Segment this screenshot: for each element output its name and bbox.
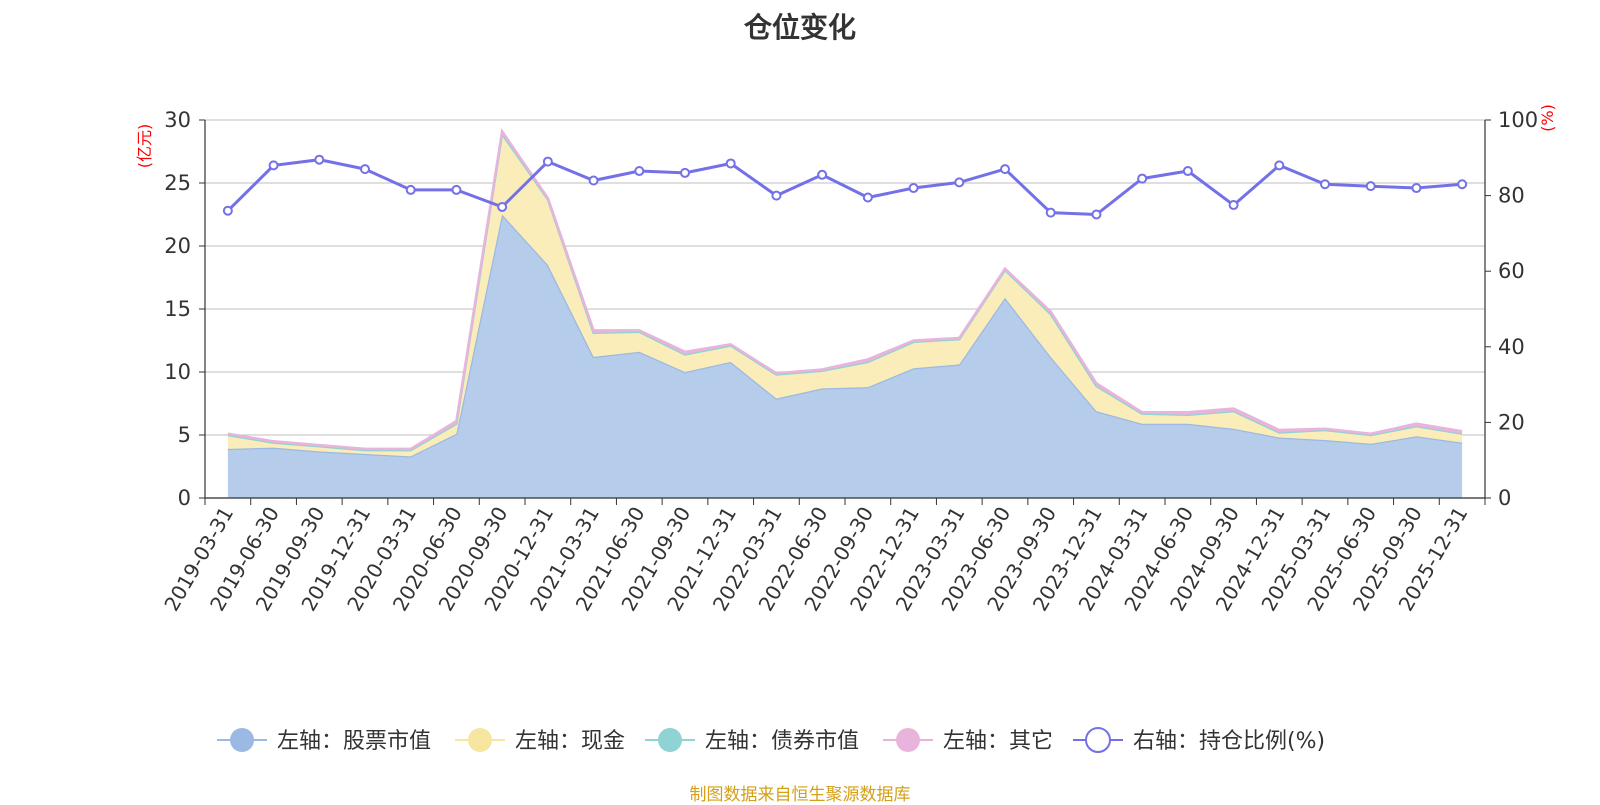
legend-marker <box>658 728 682 752</box>
legend-marker <box>230 728 254 752</box>
left-tick-label: 20 <box>164 234 191 258</box>
ratio-point <box>862 192 873 203</box>
area-左轴：现金 <box>227 133 1463 457</box>
ratio-point <box>1182 166 1193 177</box>
ratio-point <box>1365 181 1376 192</box>
ratio-point <box>680 167 690 178</box>
legend-marker <box>1085 727 1111 753</box>
ratio-point <box>542 156 553 167</box>
ratio-point <box>588 175 599 186</box>
ratio-point <box>725 158 736 169</box>
ratio-point <box>405 184 416 195</box>
chart-title: 仓位变化 <box>743 11 856 44</box>
ratio-point <box>1457 179 1468 190</box>
ratio-point <box>954 177 965 188</box>
legend-label: 左轴：股票市值 <box>277 729 431 754</box>
right-tick-label: 60 <box>1498 259 1525 283</box>
ratio-point <box>268 160 279 171</box>
ratio-point <box>1045 207 1056 218</box>
left-axis-unit: (亿元) <box>135 124 154 169</box>
right-tick-label: 0 <box>1498 486 1511 510</box>
right-tick-label: 20 <box>1498 410 1525 434</box>
legend-label: 左轴：现金 <box>515 729 625 754</box>
right-tick-label: 40 <box>1498 335 1525 359</box>
left-tick-label: 15 <box>164 297 191 321</box>
ratio-point <box>908 183 919 194</box>
ratio-point <box>1274 160 1285 171</box>
area-左轴：股票市值 <box>227 214 1463 498</box>
left-tick-label: 5 <box>178 423 191 447</box>
ratio-point <box>771 190 782 201</box>
area-layer <box>227 128 1463 498</box>
ratio-point <box>1091 209 1102 220</box>
ratio-point <box>1137 173 1148 184</box>
area-edge-左轴：其它 <box>227 128 1463 451</box>
ratio-point <box>497 201 508 212</box>
legend-label: 左轴：债券市值 <box>705 729 859 754</box>
right-tick-label: 100 <box>1498 108 1538 132</box>
ratio-point <box>1000 164 1010 175</box>
right-axis-unit: (%) <box>1538 104 1557 132</box>
ratio-point <box>451 184 462 195</box>
ratio-point <box>1320 179 1330 190</box>
ratio-point <box>1411 183 1422 194</box>
ratio-point <box>360 164 370 175</box>
ratio-point <box>1228 200 1239 211</box>
legend-label: 左轴：其它 <box>943 729 1053 754</box>
ratio-point <box>634 166 645 177</box>
left-tick-label: 30 <box>164 108 191 132</box>
ratio-line-layer <box>222 154 1468 220</box>
ratio-point <box>222 205 233 216</box>
right-tick-label: 80 <box>1498 184 1525 208</box>
legend: 左轴：股票市值 左轴：现金 左轴：债券市值 左轴：其它 右轴：持仓比例(%) <box>217 727 1325 754</box>
left-tick-label: 10 <box>164 360 191 384</box>
ratio-point <box>817 169 828 180</box>
ratio-line <box>226 158 1463 217</box>
legend-marker <box>896 728 920 752</box>
axis-layer: 051015202530020406080100(亿元)(%)2019-03-3… <box>135 104 1557 615</box>
ratio-point <box>314 154 325 165</box>
left-tick-label: 25 <box>164 171 191 195</box>
source-footer: 制图数据来自恒生聚源数据库 <box>689 785 911 805</box>
left-tick-label: 0 <box>178 486 191 510</box>
legend-marker <box>468 728 492 752</box>
legend-label: 右轴：持仓比例(%) <box>1133 729 1325 754</box>
